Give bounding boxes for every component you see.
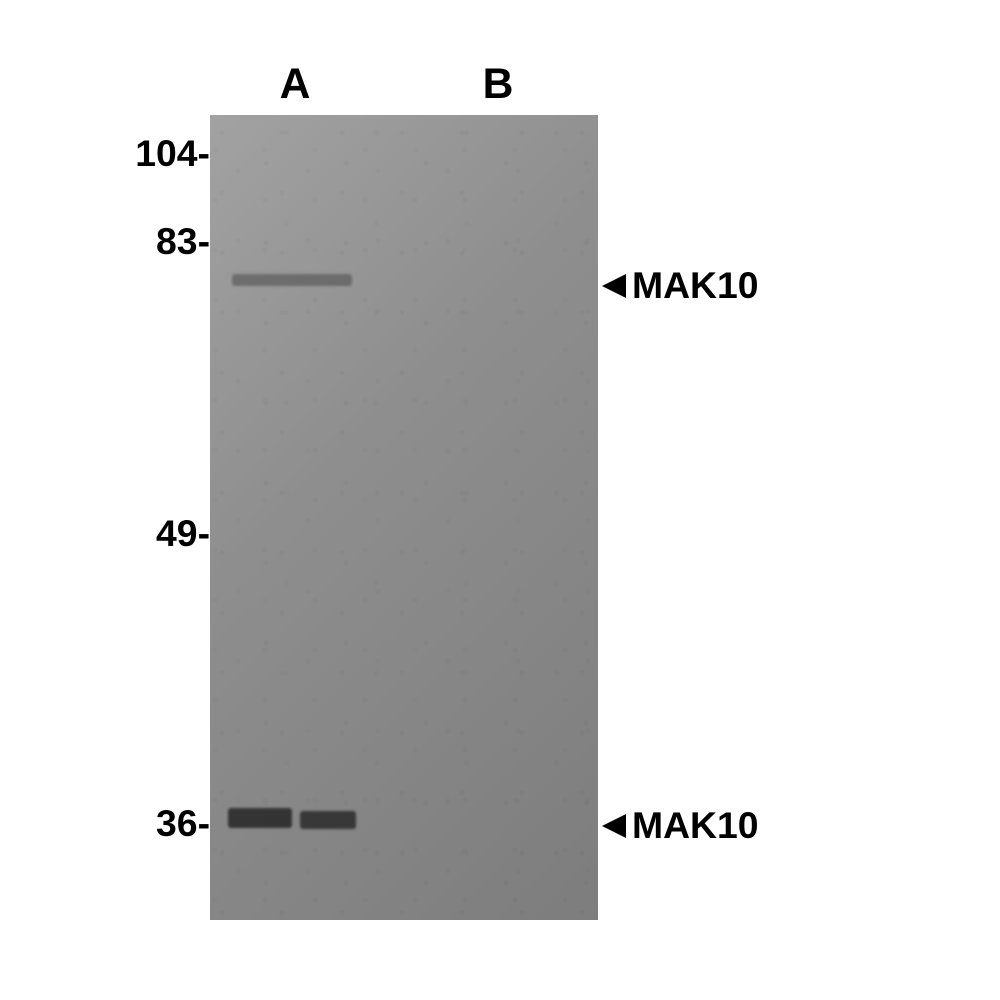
- band-annotation-0: MAK10: [602, 264, 759, 307]
- lane-header-b: B: [478, 60, 518, 109]
- band-annotation-column: MAK10 MAK10: [602, 40, 822, 960]
- mw-marker-36: 36-: [156, 802, 210, 845]
- mw-marker-49: 49-: [156, 512, 210, 555]
- band-annotation-label: MAK10: [632, 264, 759, 307]
- mw-marker-104: 104-: [135, 132, 210, 175]
- arrow-left-icon: [602, 814, 626, 838]
- lane-header-a: A: [275, 60, 315, 109]
- band-A-1: [228, 808, 292, 828]
- band-A-0: [232, 274, 352, 286]
- mw-marker-83: 83-: [156, 220, 210, 263]
- arrow-left-icon: [602, 274, 626, 298]
- band-A-2: [300, 811, 356, 829]
- band-annotation-label: MAK10: [632, 804, 759, 847]
- band-annotation-1: MAK10: [602, 804, 759, 847]
- western-blot-figure: 104- 83- 49- 36- A B MAK10 MAK10: [90, 40, 910, 960]
- blot-membrane: [210, 115, 598, 920]
- mw-label-column: 104- 83- 49- 36-: [90, 40, 210, 960]
- membrane-grain: [210, 115, 598, 920]
